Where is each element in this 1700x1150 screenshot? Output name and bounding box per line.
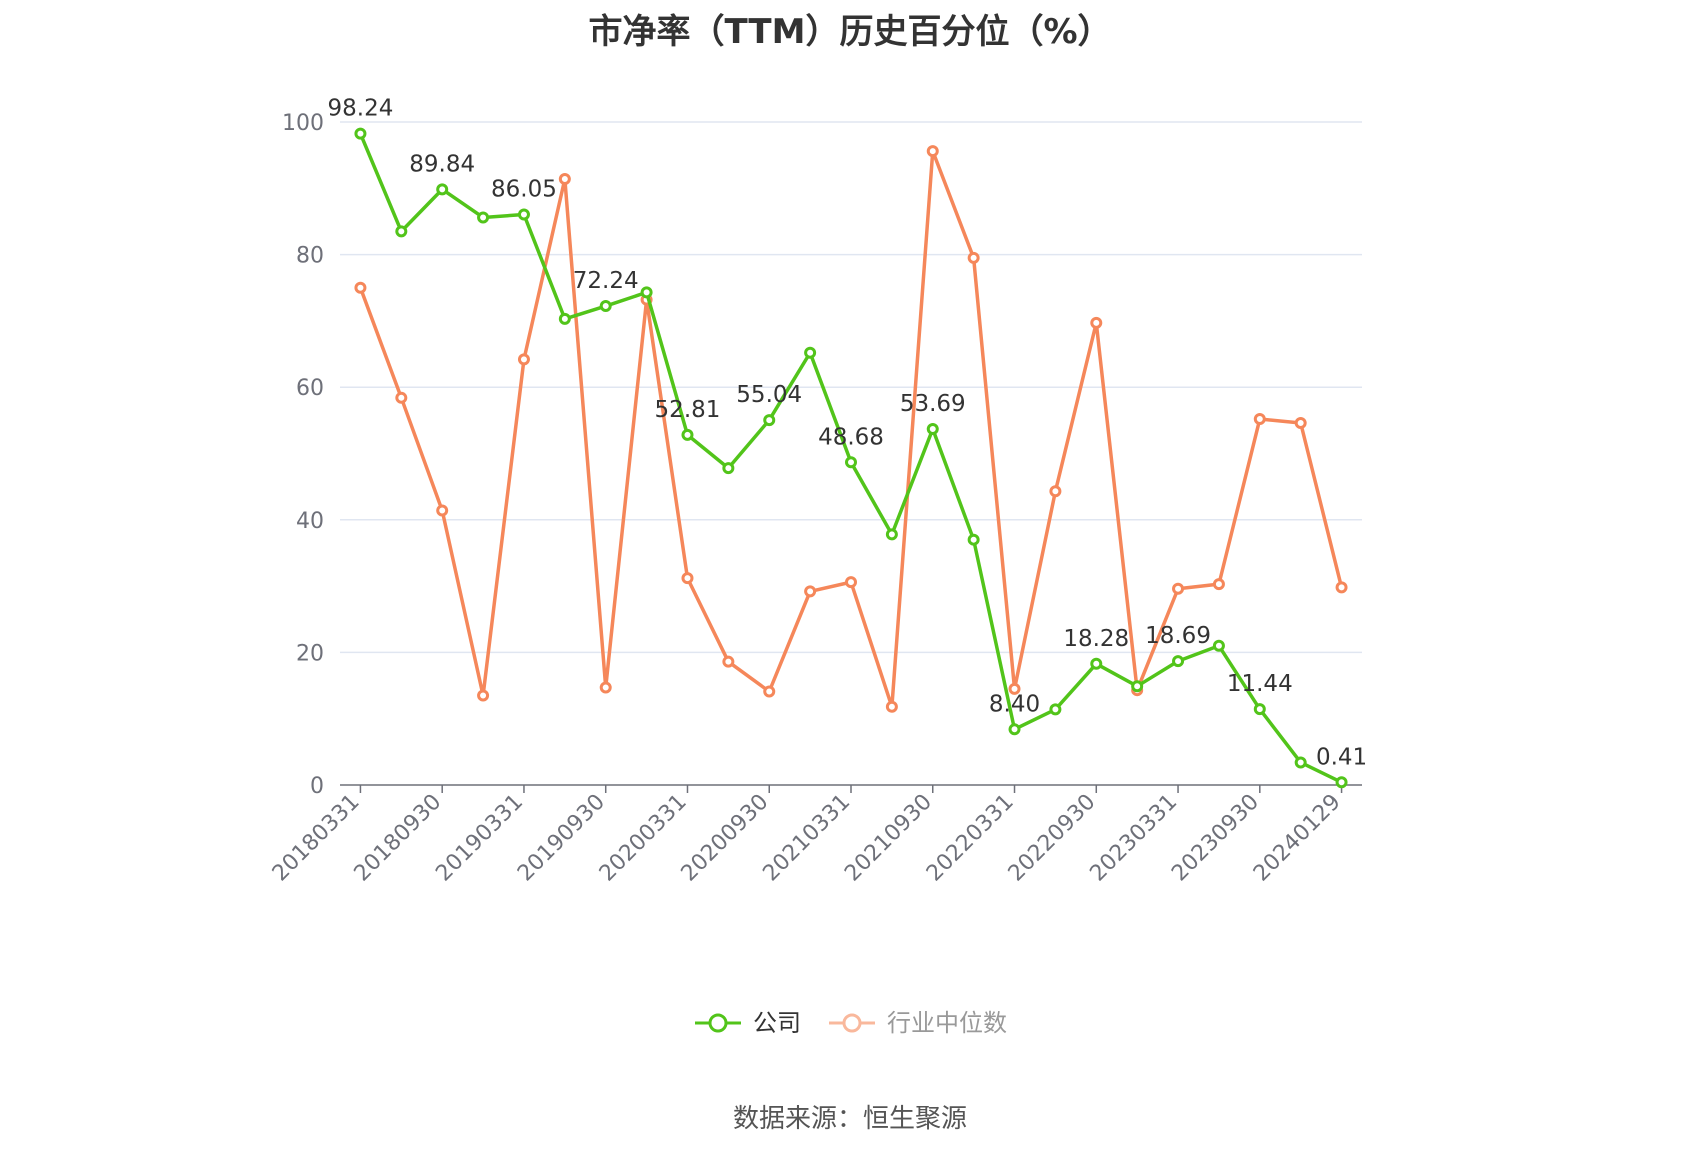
data-point-industry [1335,581,1348,594]
data-point-industry [967,251,980,264]
data-point-company [477,211,490,224]
data-point-company [1172,655,1185,668]
data-label: 48.68 [818,424,884,450]
data-point-industry [681,572,694,585]
x-tick-label: 20200930 [677,790,774,887]
y-tick-label: 0 [310,774,324,799]
data-point-industry [517,353,530,366]
data-point-company [558,312,571,325]
legend-item-industry[interactable]: 行业中位数 [827,1011,1007,1035]
data-point-company [967,533,980,546]
data-point-company [395,225,408,238]
data-point-industry [885,700,898,713]
x-tick-label: 20220930 [1004,790,1101,887]
x-tick-label: 20200331 [595,790,692,887]
data-point-industry [1090,316,1103,329]
data-label: 18.28 [1063,626,1129,652]
data-label: 52.81 [655,397,721,423]
x-tick-label: 20210331 [758,790,855,887]
data-point-company [763,414,776,427]
data-point-company [1090,657,1103,670]
data-point-industry [395,391,408,404]
data-label: 55.04 [736,382,802,408]
data-point-company [1131,680,1144,693]
data-point-industry [1294,417,1307,430]
legend: 公司 行业中位数 [0,1003,1700,1043]
data-point-industry [1212,578,1225,591]
data-label: 11.44 [1227,671,1293,697]
data-point-company [845,456,857,469]
legend-industry-label: 行业中位数 [887,1009,1007,1037]
x-tick-label: 20180930 [350,790,447,887]
y-tick-label: 80 [296,244,324,269]
data-point-industry [477,689,490,702]
data-point-company [517,208,530,221]
x-tick-label: 20230331 [1085,790,1182,887]
legend-company-marker-icon [695,1013,741,1033]
data-point-industry [804,585,817,598]
data-point-company [1335,776,1348,789]
data-point-company [640,286,653,299]
x-tick-label: 20210930 [840,790,937,887]
data-label: 53.69 [900,391,966,417]
data-point-company [354,127,367,140]
data-point-industry [599,681,612,694]
grid-lines [340,121,1362,654]
data-point-industry [558,173,571,186]
data-point-company [885,528,898,541]
x-tick-label: 20190930 [513,790,610,887]
data-point-industry [1049,485,1062,498]
data-label: 0.41 [1316,744,1367,770]
data-label: 86.05 [491,176,557,202]
data-point-industry [1253,413,1266,426]
data-point-industry [926,145,939,158]
data-point-industry [722,655,735,668]
data-point-company [1049,703,1062,716]
data-point-company [1212,639,1225,652]
data-point-company [1253,703,1266,716]
legend-company-label: 公司 [753,1009,801,1037]
data-point-company [1294,756,1307,769]
data-labels: 98.24 89.84 86.05 72.24 52.81 55.04 48.68 53.69… [328,96,1368,771]
y-tick-label: 60 [296,376,324,401]
chart-title: 市净率（TTM）历史百分位（%） [588,12,1112,52]
data-source: 数据来源：恒生聚源 [732,1104,967,1134]
data-label: 72.24 [573,268,639,294]
x-tick-label: 20230930 [1167,790,1264,887]
data-point-industry [1172,582,1185,595]
y-tick-label: 20 [296,641,324,666]
legend-industry-marker-icon [829,1013,875,1033]
legend-item-company[interactable]: 公司 [693,1011,801,1035]
y-tick-label: 40 [296,509,324,534]
x-tick-label: 20180331 [268,790,365,887]
x-tick-label: 20220331 [922,790,1019,887]
axes: 0 20 40 60 80 100 2018033120180930201903312019… [268,111,1362,886]
data-point-industry [436,504,449,517]
data-point-company [436,183,449,196]
data-point-industry [763,685,776,698]
data-point-industry [1008,682,1021,695]
data-point-company [1008,723,1021,736]
data-label: 18.69 [1145,623,1211,649]
data-label: 98.24 [328,96,394,122]
data-point-industry [845,576,857,589]
data-point-industry [354,281,367,294]
data-point-company [804,346,817,359]
data-point-company [722,462,735,475]
y-tick-label: 100 [282,111,324,136]
x-tick-label: 20190331 [431,790,528,887]
data-label: 8.40 [989,691,1040,717]
data-label: 89.84 [409,151,475,177]
data-point-company [681,428,694,441]
x-tick-label: 20240129 [1249,790,1346,887]
series-lines [354,127,1348,789]
data-point-company [926,423,939,436]
data-point-company [599,300,612,313]
